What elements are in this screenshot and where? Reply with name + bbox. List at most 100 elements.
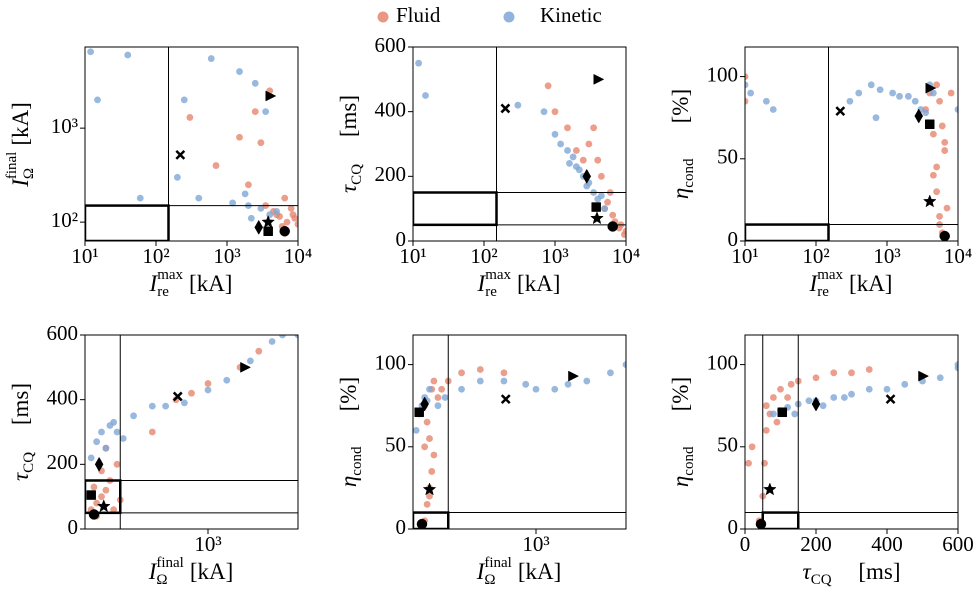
point <box>204 380 212 387</box>
point <box>747 89 755 97</box>
point <box>762 426 770 434</box>
y-tick-label: 600 <box>47 321 79 345</box>
marker <box>240 361 252 373</box>
x-axis-label: IΩfinal [kA] <box>148 555 234 588</box>
y-axis-label-symbol: τ <box>8 472 33 481</box>
x-tick-label: 10³ <box>873 244 900 268</box>
point <box>745 97 749 105</box>
point <box>889 89 897 97</box>
point <box>597 192 605 200</box>
y-axis-label-unit: [ms] <box>336 95 361 137</box>
threshold-box <box>761 511 800 529</box>
point <box>421 443 429 451</box>
point <box>268 338 276 345</box>
x-axis-label-sub: CQ <box>811 572 832 588</box>
marker <box>175 149 186 160</box>
y-axis-label-sub: cond <box>681 446 697 476</box>
y-tick-label: 400 <box>47 385 79 409</box>
panel: 0 200 400 600 0 50 100 <box>707 334 974 556</box>
x-axis-label: Iremax [kA] <box>149 267 233 300</box>
point <box>941 138 949 146</box>
point <box>865 366 873 373</box>
point <box>601 205 609 213</box>
x-tick-label: 10³ <box>541 244 568 268</box>
x-tick-label: 10³ <box>213 244 240 268</box>
y-axis-label-symbol: I <box>8 178 33 188</box>
y-tick-label: 50 <box>385 433 406 457</box>
point <box>423 500 431 508</box>
point <box>422 92 429 99</box>
point <box>162 402 170 410</box>
point <box>255 347 263 355</box>
marker <box>254 219 264 235</box>
x-tick-label: 10¹ <box>731 244 758 268</box>
point <box>865 385 873 393</box>
point <box>936 97 943 105</box>
marker <box>279 226 290 237</box>
point <box>438 385 446 393</box>
point <box>279 335 286 339</box>
point <box>936 212 943 220</box>
point <box>257 205 265 212</box>
point <box>458 369 465 377</box>
marker <box>582 168 592 184</box>
point <box>522 380 530 388</box>
point <box>622 361 626 368</box>
plot-area <box>413 47 626 241</box>
point <box>557 140 565 148</box>
y-axis-label-symbol: η <box>668 476 693 487</box>
point <box>901 380 909 388</box>
marker <box>885 394 896 405</box>
point <box>430 377 438 385</box>
point <box>846 97 854 105</box>
marker <box>500 394 511 405</box>
x-axis-label-symbol: I <box>477 271 487 296</box>
point <box>564 124 571 132</box>
point <box>762 402 770 410</box>
y-axis-label-unit: [kA] <box>8 102 33 145</box>
point <box>426 492 433 500</box>
x-tick-label: 600 <box>942 532 974 556</box>
point <box>745 459 752 467</box>
marker <box>172 391 183 402</box>
x-axis-label-unit: [kA] <box>849 271 892 296</box>
point <box>622 227 626 235</box>
axes-frame <box>744 46 959 242</box>
y-axis-label-sub: Ω <box>21 168 37 179</box>
point <box>933 81 941 89</box>
point <box>276 213 283 220</box>
point <box>262 108 270 115</box>
point <box>257 139 265 147</box>
x-tick-label: 400 <box>871 532 903 556</box>
x-axis-label-sup: max <box>485 267 511 283</box>
point <box>594 156 602 164</box>
x-axis-label-sub: re <box>485 284 497 300</box>
point <box>540 108 548 116</box>
point <box>954 361 958 368</box>
point <box>241 190 249 198</box>
marker <box>416 518 428 529</box>
point <box>819 402 827 410</box>
point <box>148 402 156 410</box>
x-axis-label-sub: re <box>157 284 169 300</box>
y-tick-label: 400 <box>375 97 407 121</box>
point <box>180 96 188 104</box>
point <box>124 51 132 59</box>
point <box>500 377 508 385</box>
x-tick-label: 10⁴ <box>612 244 640 268</box>
x-tick-label: 10¹ <box>399 244 426 268</box>
point <box>770 394 777 401</box>
point <box>247 214 255 222</box>
point <box>430 451 438 459</box>
point <box>283 218 291 226</box>
y-tick-label: 50 <box>717 145 738 169</box>
axes-frame <box>84 46 299 242</box>
y-tick-label: 100 <box>375 350 407 374</box>
x-tick-label: 10¹ <box>71 244 98 268</box>
marker <box>835 106 846 117</box>
marker <box>420 396 429 412</box>
y-tick-label: 10² <box>51 208 78 232</box>
point <box>936 374 944 382</box>
point <box>805 397 813 405</box>
y-axis-label-sub: cond <box>349 446 365 476</box>
